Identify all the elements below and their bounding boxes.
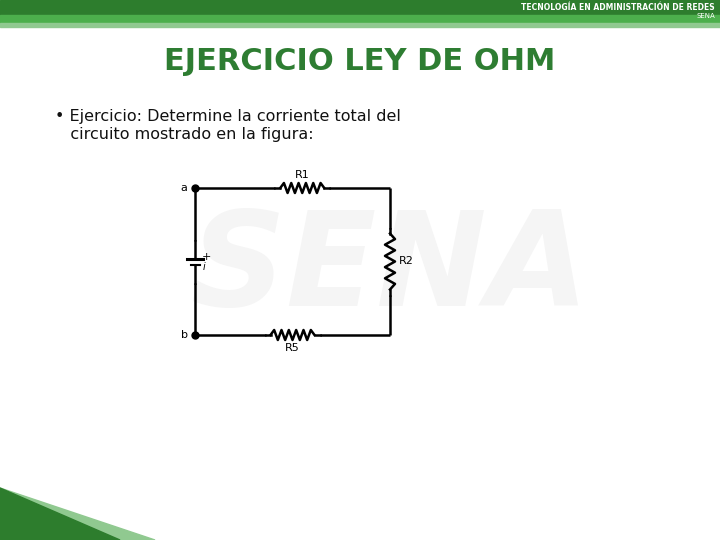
Text: circuito mostrado en la figura:: circuito mostrado en la figura: (55, 127, 314, 143)
Text: a: a (181, 183, 187, 193)
Text: b: b (181, 330, 187, 340)
Text: TECNOLOGÍA EN ADMINISTRACIÓN DE REDES: TECNOLOGÍA EN ADMINISTRACIÓN DE REDES (521, 3, 715, 11)
Text: R5: R5 (285, 343, 300, 353)
Text: EJERCICIO LEY DE OHM: EJERCICIO LEY DE OHM (164, 48, 556, 77)
Text: +: + (202, 252, 211, 261)
Bar (0, 15, 720, 23)
Text: SENA: SENA (191, 206, 589, 334)
Polygon shape (0, 488, 155, 540)
Bar (0, 0, 720, 15)
Text: • Ejercicio: Determine la corriente total del: • Ejercicio: Determine la corriente tota… (55, 110, 401, 125)
Text: R2: R2 (399, 256, 413, 267)
Polygon shape (0, 488, 120, 540)
Text: SENA: SENA (696, 13, 715, 19)
Text: i: i (202, 262, 205, 273)
Text: R1: R1 (295, 170, 310, 180)
Bar (0, 23, 720, 27)
